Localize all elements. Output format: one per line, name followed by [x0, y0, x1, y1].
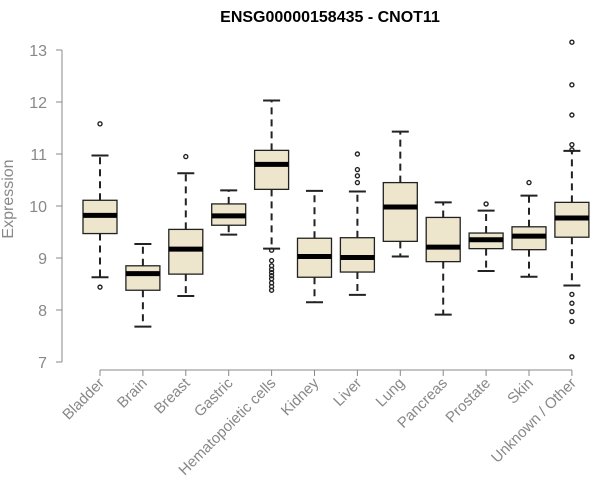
x-tick-label: Liver: [330, 375, 365, 410]
x-tick-label: Brain: [114, 375, 151, 412]
outlier-point: [569, 300, 575, 306]
outlier-point: [268, 266, 275, 273]
outlier-point: [97, 121, 103, 127]
box-group: [82, 121, 118, 290]
box-group: [554, 39, 590, 360]
chart-title: ENSG00000158435 - CNOT11: [220, 9, 440, 26]
outlier-point: [569, 291, 575, 298]
outlier-point: [354, 173, 361, 179]
outlier-point: [268, 269, 275, 276]
box-iqr: [125, 265, 161, 291]
outlier-point: [354, 151, 361, 157]
outlier-point: [569, 82, 575, 88]
outlier-point: [268, 247, 275, 253]
box-group: [339, 151, 376, 296]
box-group: [168, 153, 204, 297]
y-axis: 7 8 9 10 11 12 13: [29, 43, 63, 372]
y-tick-label: 8: [38, 303, 47, 320]
x-tick-label: Prostate: [442, 375, 494, 427]
box-group: [468, 201, 504, 272]
x-tick-label: Lung: [373, 375, 409, 411]
outlier-point: [569, 39, 575, 45]
x-tick-label: Skin: [504, 375, 537, 408]
outlier-point: [483, 201, 489, 207]
outlier-point: [97, 284, 103, 290]
box-iqr: [339, 237, 376, 273]
box-group: [125, 242, 161, 328]
y-tick-label: 7: [38, 355, 47, 372]
x-tick-label: Breast: [151, 374, 194, 417]
box-group: [296, 189, 333, 304]
outlier-point: [268, 287, 275, 293]
outlier-point: [569, 141, 575, 148]
outlier-point: [268, 272, 275, 279]
outlier-point: [268, 257, 275, 264]
y-tick-label: 11: [30, 147, 47, 164]
y-axis-title: Expression: [0, 159, 17, 238]
outlier-point: [569, 308, 575, 315]
box-group: [425, 201, 461, 316]
outlier-point: [569, 318, 575, 325]
x-tick-label: Kidney: [278, 374, 323, 419]
box-group: [511, 179, 547, 278]
x-tick-label: Bladder: [59, 375, 108, 424]
y-tick-label: 12: [29, 95, 47, 112]
outlier-point: [183, 153, 189, 160]
y-tick-label: 9: [38, 251, 47, 268]
outlier-point: [268, 276, 275, 282]
box-group: [211, 189, 247, 236]
outlier-point: [526, 179, 532, 186]
box-iqr: [382, 181, 418, 243]
outlier-point: [569, 147, 575, 153]
boxes-layer: [82, 39, 590, 360]
outlier-point: [354, 179, 361, 186]
outlier-point: [569, 354, 575, 360]
outlier-point: [569, 112, 575, 118]
box-iqr: [253, 149, 290, 191]
box-iqr: [168, 228, 204, 275]
y-tick-label: 13: [29, 43, 47, 60]
box-group: [253, 99, 290, 293]
box-group: [382, 130, 418, 258]
outlier-point: [354, 166, 361, 173]
y-tick-label: 10: [29, 199, 47, 216]
box-iqr: [425, 216, 461, 263]
